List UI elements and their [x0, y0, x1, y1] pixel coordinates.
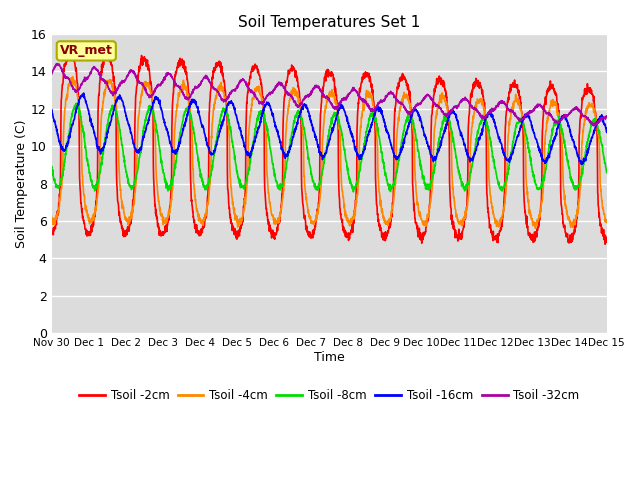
- Tsoil -16cm: [491, 119, 499, 124]
- Tsoil -2cm: [358, 80, 365, 85]
- Tsoil -32cm: [203, 74, 211, 80]
- Tsoil -2cm: [570, 231, 577, 237]
- Tsoil -4cm: [491, 216, 499, 222]
- Tsoil -2cm: [47, 226, 55, 231]
- Line: Tsoil -32cm: Tsoil -32cm: [51, 64, 607, 126]
- Tsoil -8cm: [603, 170, 611, 176]
- Tsoil -32cm: [54, 61, 61, 67]
- Tsoil -16cm: [203, 138, 211, 144]
- Y-axis label: Soil Temperature (C): Soil Temperature (C): [15, 120, 28, 248]
- Tsoil -8cm: [358, 156, 365, 162]
- Tsoil -2cm: [66, 48, 74, 53]
- Tsoil -4cm: [603, 217, 611, 223]
- Tsoil -8cm: [570, 183, 577, 189]
- Line: Tsoil -8cm: Tsoil -8cm: [51, 103, 607, 192]
- Tsoil -2cm: [346, 234, 353, 240]
- Tsoil -32cm: [589, 123, 597, 129]
- Tsoil -4cm: [532, 226, 540, 231]
- Tsoil -8cm: [554, 118, 562, 124]
- Tsoil -2cm: [603, 240, 611, 245]
- Tsoil -2cm: [491, 236, 499, 241]
- Text: VR_met: VR_met: [60, 45, 113, 58]
- Tsoil -16cm: [80, 90, 88, 96]
- Title: Soil Temperatures Set 1: Soil Temperatures Set 1: [238, 15, 420, 30]
- Tsoil -8cm: [203, 187, 211, 192]
- Tsoil -8cm: [491, 164, 499, 170]
- Tsoil -4cm: [346, 219, 353, 225]
- Tsoil -32cm: [570, 107, 577, 113]
- Tsoil -8cm: [349, 189, 357, 195]
- Tsoil -8cm: [72, 100, 80, 106]
- Tsoil -32cm: [346, 91, 353, 96]
- Tsoil -16cm: [603, 129, 611, 135]
- Line: Tsoil -4cm: Tsoil -4cm: [51, 77, 607, 228]
- Line: Tsoil -16cm: Tsoil -16cm: [51, 93, 607, 164]
- Tsoil -32cm: [554, 120, 562, 126]
- Tsoil -32cm: [358, 97, 365, 103]
- Tsoil -8cm: [47, 165, 55, 170]
- Tsoil -2cm: [602, 241, 609, 247]
- Tsoil -16cm: [577, 161, 585, 167]
- Tsoil -16cm: [554, 125, 562, 131]
- Tsoil -4cm: [47, 214, 55, 219]
- Tsoil -4cm: [69, 74, 77, 80]
- Tsoil -2cm: [203, 211, 211, 217]
- Legend: Tsoil -2cm, Tsoil -4cm, Tsoil -8cm, Tsoil -16cm, Tsoil -32cm: Tsoil -2cm, Tsoil -4cm, Tsoil -8cm, Tsoi…: [74, 384, 584, 407]
- Tsoil -4cm: [203, 208, 211, 214]
- Tsoil -32cm: [47, 71, 55, 77]
- Tsoil -32cm: [603, 114, 611, 120]
- Tsoil -32cm: [491, 107, 499, 112]
- Tsoil -4cm: [554, 114, 562, 120]
- Tsoil -16cm: [346, 124, 353, 130]
- Tsoil -16cm: [570, 137, 577, 143]
- Tsoil -16cm: [358, 152, 365, 158]
- Tsoil -4cm: [358, 115, 365, 120]
- Tsoil -8cm: [346, 174, 353, 180]
- Tsoil -2cm: [554, 101, 562, 107]
- Tsoil -4cm: [570, 221, 577, 227]
- Tsoil -16cm: [47, 107, 55, 112]
- X-axis label: Time: Time: [314, 351, 344, 364]
- Line: Tsoil -2cm: Tsoil -2cm: [51, 50, 607, 244]
